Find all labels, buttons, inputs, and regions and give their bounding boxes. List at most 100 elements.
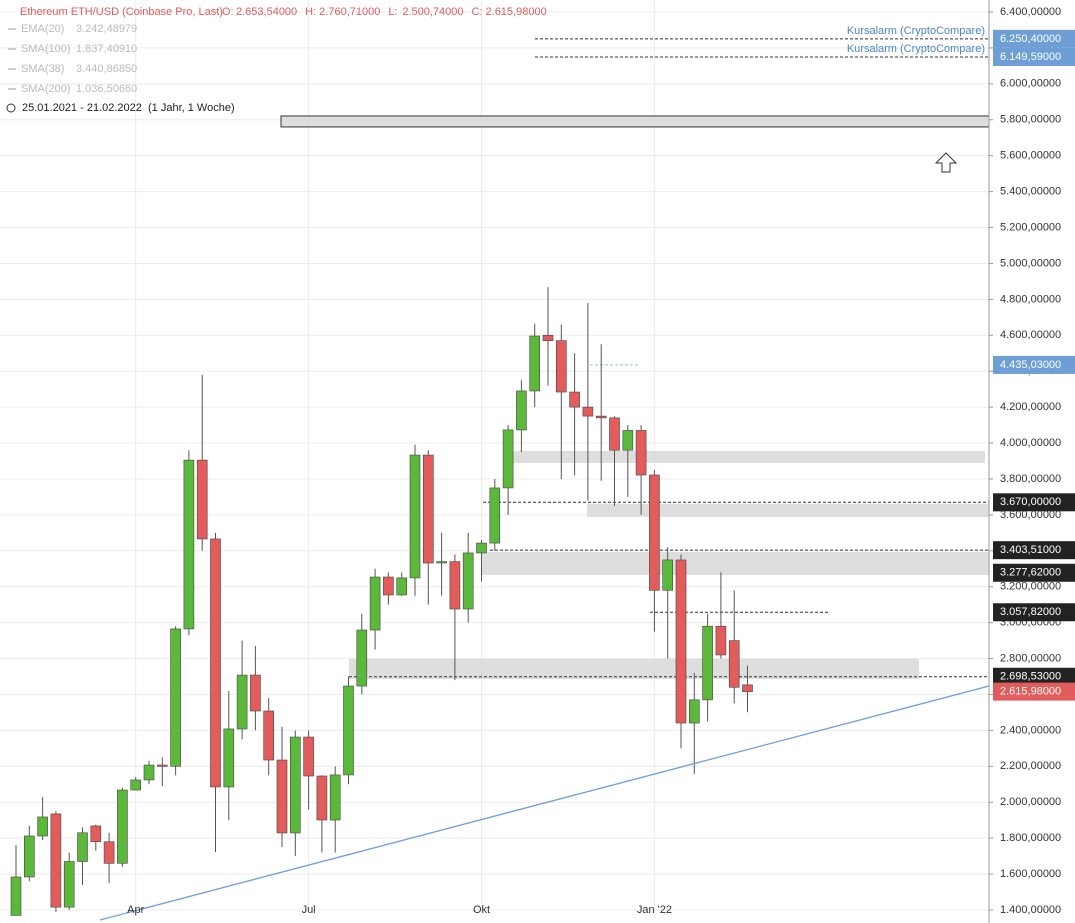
alarm-label: Kursalarm (CryptoCompare) <box>847 25 985 37</box>
candle-body <box>476 542 487 554</box>
indicator-value: 1.837,40910 <box>76 43 137 55</box>
candle-body <box>343 685 354 776</box>
y-tick-label: 5.800,00000 <box>1000 114 1061 126</box>
price-label-box <box>993 563 1075 582</box>
candle-body <box>210 538 221 788</box>
candle-body <box>622 430 634 451</box>
arrow-icon[interactable] <box>934 152 958 173</box>
y-tick-label: 2.200,00000 <box>1000 760 1061 772</box>
x-tick-label: Jul <box>302 904 316 916</box>
price-label-box <box>993 29 1075 48</box>
candle-body <box>555 340 567 393</box>
y-tick-label: 4.800,00000 <box>1000 293 1061 305</box>
candle-body <box>529 335 541 392</box>
price-label: 3.057,82000 <box>1000 606 1061 618</box>
y-tick-label: 1.800,00000 <box>1000 832 1061 844</box>
x-tick-label: Jan '22 <box>637 904 672 916</box>
candle-body <box>289 736 301 834</box>
y-tick-label: 6.000,00000 <box>1000 78 1061 90</box>
y-tick-label: 5.200,00000 <box>1000 221 1061 233</box>
y-tick-label: 4.200,00000 <box>1000 401 1061 413</box>
y-tick-label: 3.600,00000 <box>1000 509 1061 521</box>
candle-body <box>742 684 753 692</box>
candle-body <box>183 459 195 630</box>
candle-body <box>263 710 275 761</box>
candle-body <box>702 625 713 701</box>
candle-body <box>635 430 647 476</box>
ohlc-value: 2.615,98000 <box>486 6 547 18</box>
candle-body <box>50 813 62 908</box>
candle-body <box>77 832 88 862</box>
candle-body <box>649 474 660 591</box>
ohlc-value: 2.653,54000 <box>236 6 297 18</box>
candle-body <box>383 576 394 596</box>
y-tick-label: 2.800,00000 <box>1000 652 1061 664</box>
indicator-value: 3.440,86850 <box>76 63 137 75</box>
price-label-box <box>993 355 1075 374</box>
zone <box>587 503 989 518</box>
chart-title: Ethereum ETH/USD (Coinbase Pro, Last) <box>20 6 223 18</box>
indicator-value: 3.242,48979 <box>76 23 137 35</box>
candle-body <box>462 552 474 610</box>
candle-body <box>502 429 514 489</box>
indicator-name: SMA(100) <box>21 43 71 55</box>
ohlc-key: H: <box>305 6 316 18</box>
ohlc-key: L: <box>388 6 397 18</box>
zone <box>511 450 985 463</box>
x-tick-label: Apr <box>127 904 144 916</box>
ohlc-value: 2.500,74000 <box>402 6 463 18</box>
price-label: 6.250,40000 <box>1000 33 1061 45</box>
price-label-box <box>993 493 1075 512</box>
zone <box>349 658 919 680</box>
y-tick-label: 4.600,00000 <box>1000 329 1061 341</box>
candle-body <box>715 625 727 656</box>
y-tick-label: 2.000,00000 <box>1000 796 1061 808</box>
price-label-box <box>993 47 1075 66</box>
candle-body <box>436 561 447 564</box>
ohlc-key: O: <box>222 6 234 18</box>
y-tick-label: 5.000,00000 <box>1000 257 1061 269</box>
x-tick-label: Okt <box>473 904 490 916</box>
y-tick-label: 5.400,00000 <box>1000 186 1061 198</box>
candle-body <box>316 775 328 821</box>
price-label-box <box>993 603 1075 622</box>
indicator-value: 1.036,50660 <box>76 83 137 95</box>
candle-body <box>196 459 208 540</box>
candle-body <box>542 334 554 341</box>
candle-body <box>303 736 314 777</box>
price-label-box <box>993 682 1075 701</box>
y-tick-label: 3.200,00000 <box>1000 581 1061 593</box>
candle-body <box>595 415 607 419</box>
zone <box>280 115 990 128</box>
candle-body <box>103 841 115 864</box>
price-label: 6.149,59000 <box>1000 51 1061 63</box>
candle-body <box>10 876 22 916</box>
candle-body <box>609 417 620 451</box>
price-label: 3.670,00000 <box>1000 496 1061 508</box>
price-label: 2.615,98000 <box>1000 686 1061 698</box>
candle-body <box>276 759 288 834</box>
candle-body <box>157 764 168 767</box>
candle-body <box>329 774 341 821</box>
candle-body <box>569 391 580 408</box>
candle-body <box>130 779 141 791</box>
trend-line <box>99 685 990 921</box>
y-tick-label: 6.400,00000 <box>1000 6 1061 18</box>
candle-body <box>688 699 700 724</box>
candle-body <box>63 861 75 908</box>
candle-body <box>223 728 235 788</box>
y-tick-label: 4.000,00000 <box>1000 437 1061 449</box>
candle-body <box>37 816 48 837</box>
period: (1 Jahr, 1 Woche) <box>148 102 235 114</box>
candle-body <box>675 559 687 724</box>
price-label-box <box>993 667 1075 686</box>
candle-body <box>449 561 461 610</box>
indicator-name: SMA(200) <box>21 83 71 95</box>
candle-body <box>409 454 421 579</box>
candle-body <box>90 825 102 843</box>
ohlc-key: C: <box>472 6 483 18</box>
price-label: 2.698,53000 <box>1000 671 1061 683</box>
candle-body <box>396 577 408 596</box>
candle-body <box>422 454 434 564</box>
